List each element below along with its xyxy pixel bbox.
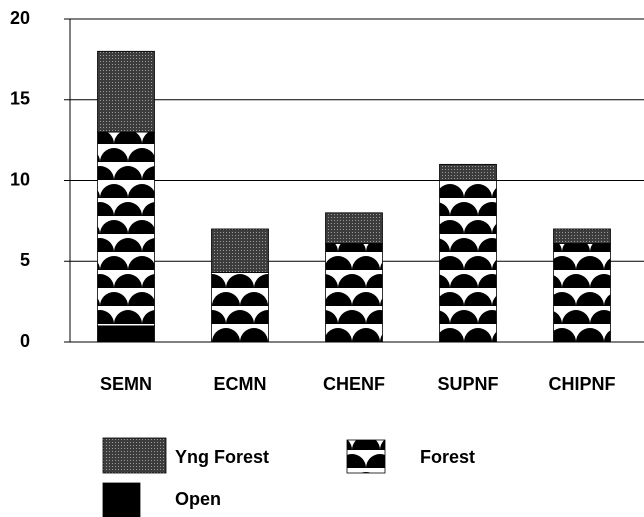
y-tick-label: 20	[10, 8, 30, 28]
bar-segment	[325, 212, 383, 244]
bar-segment	[211, 228, 269, 273]
bar-segment	[439, 163, 497, 181]
y-tick-label: 15	[10, 89, 30, 109]
legend-swatch	[102, 437, 167, 474]
bar-segment	[211, 272, 269, 343]
y-tick-label: 10	[10, 169, 30, 189]
y-tick-label: 5	[20, 250, 30, 270]
bar-segment	[97, 131, 155, 327]
bar-segment	[439, 180, 497, 343]
y-tick-label: 0	[20, 331, 30, 351]
bar-segment	[97, 325, 155, 343]
legend-label: Forest	[420, 447, 475, 467]
legend-swatch	[102, 482, 141, 517]
x-tick-label: CHENF	[323, 374, 385, 394]
bar-segment	[325, 243, 383, 343]
legend-label: Open	[175, 489, 221, 509]
bar-segment	[553, 243, 611, 343]
legend-swatch	[346, 439, 386, 474]
x-tick-label: ECMN	[214, 374, 267, 394]
legend-label: Yng Forest	[175, 447, 269, 467]
x-tick-label: SUPNF	[437, 374, 498, 394]
x-tick-label: CHIPNF	[549, 374, 616, 394]
x-tick-label: SEMN	[100, 374, 152, 394]
bar-segment	[553, 228, 611, 244]
bar-segment	[97, 50, 155, 133]
legend: Open Forest Yng Forest	[102, 437, 475, 517]
